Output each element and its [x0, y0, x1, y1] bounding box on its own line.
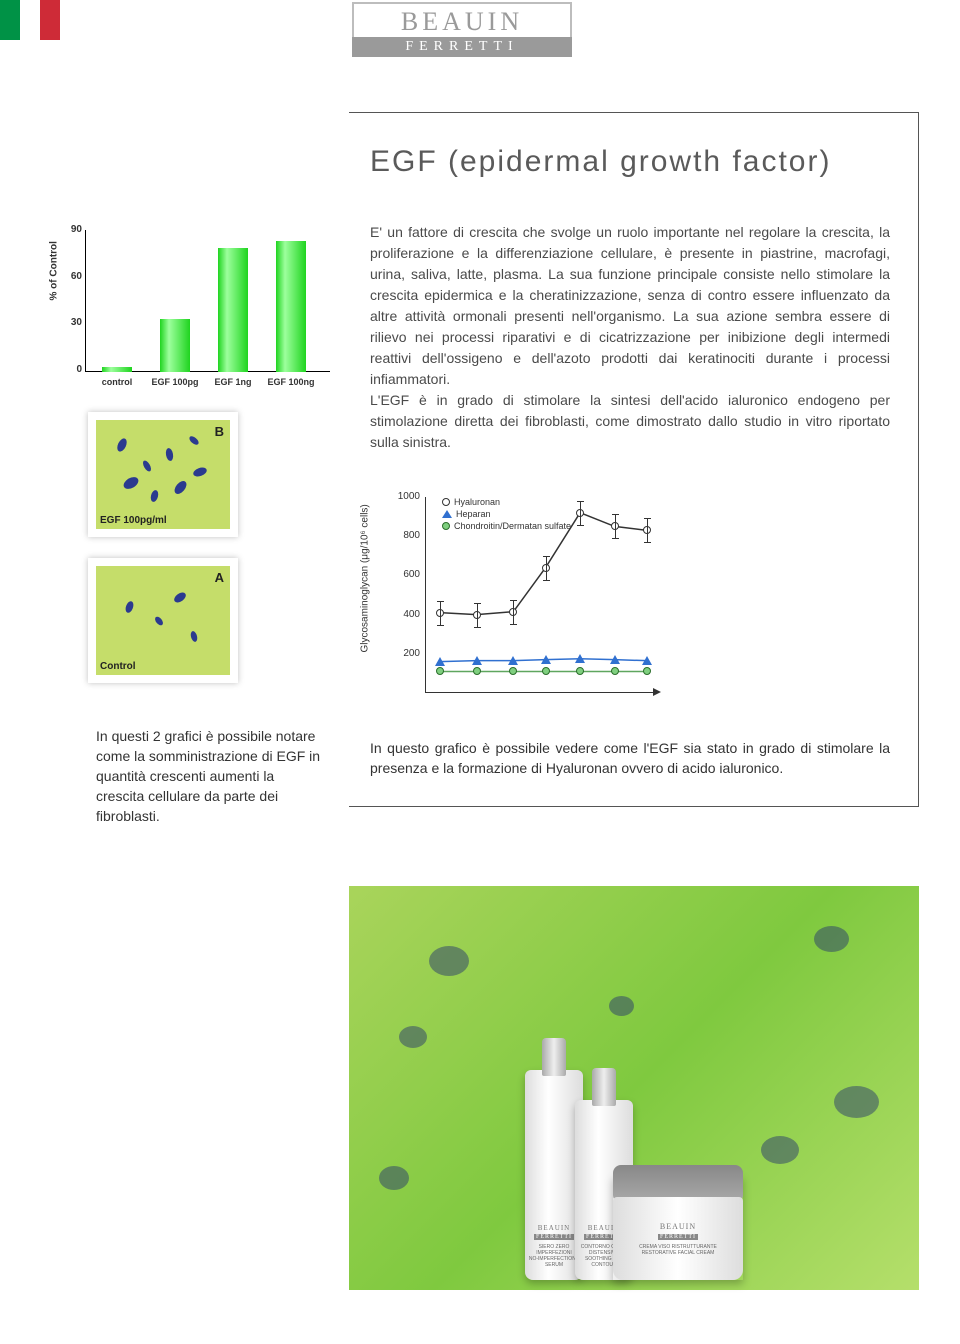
bar-chart-yaxis [85, 230, 86, 372]
body-text: E' un fattore di crescita che svolge un … [370, 222, 890, 453]
jar-label: CREMA VISO RISTRUTTURANTERESTORATIVE FAC… [639, 1244, 717, 1256]
left-caption: In questi 2 grafici è possibile notare c… [96, 726, 324, 826]
right-caption: In questo grafico è possibile vedere com… [370, 738, 890, 778]
product-group: BEAUINFERRETTI SIERO ZERO IMPERFEZIONINO… [525, 1070, 743, 1280]
flag-red [40, 0, 60, 40]
line-chart-axes [425, 497, 655, 693]
microscopy-a-bottom: Control [100, 661, 136, 672]
product-hero-image: BEAUINFERRETTI SIERO ZERO IMPERFEZIONINO… [349, 886, 919, 1290]
microscopy-b-label: B [215, 424, 224, 439]
logo-top: BEAUIN [352, 2, 572, 37]
bar-chart: % of Control 0306090controlEGF 100pgEGF … [62, 225, 330, 383]
line-chart: Glycosaminoglycan (μg/10⁶ cells) Hyaluro… [370, 492, 670, 702]
product-jar: BEAUINFERRETTI CREMA VISO RISTRUTTURANTE… [613, 1175, 743, 1280]
bar-chart-ylabel: % of Control [49, 241, 60, 300]
logo-bottom: FERRETTI [352, 37, 572, 57]
flag-white [20, 0, 40, 40]
flag-green [0, 0, 20, 40]
content-frame-bottom [349, 806, 919, 807]
microscopy-a: A Control [88, 558, 238, 683]
brand-logo: BEAUIN FERRETTI [352, 2, 572, 57]
italy-flag [0, 0, 60, 40]
page-title: EGF (epidermal growth factor) [370, 145, 831, 179]
microscopy-b: B EGF 100pg/ml [88, 412, 238, 537]
microscopy-b-bottom: EGF 100pg/ml [100, 515, 167, 526]
microscopy-a-label: A [215, 570, 224, 585]
line-chart-ylabel: Glycosaminoglycan (μg/10⁶ cells) [360, 504, 371, 652]
